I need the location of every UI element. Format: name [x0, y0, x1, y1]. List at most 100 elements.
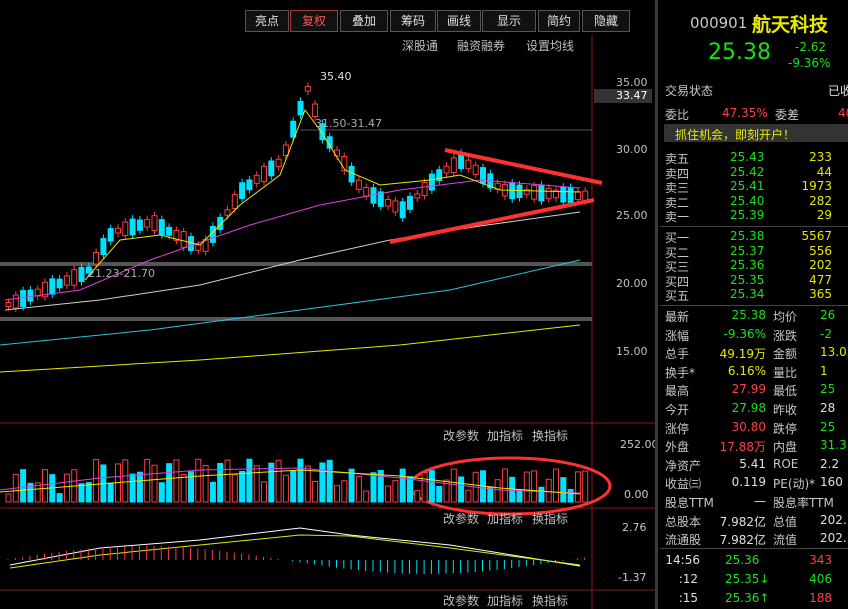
volume-bar — [348, 468, 355, 503]
promo[interactable]: 抓住机会，即刻开户！ — [675, 128, 796, 142]
indicator-tool[interactable]: 加指标 — [487, 429, 524, 443]
candle-body — [115, 227, 121, 234]
price-axis-label: 15.00 — [616, 345, 648, 358]
candle-body — [341, 156, 348, 172]
indicator-tool[interactable]: 改参数 — [443, 512, 480, 526]
order-price: 25.40 — [730, 193, 765, 208]
candle-body — [450, 157, 457, 173]
indicator-tool[interactable]: 加指标 — [487, 512, 524, 526]
toolbar-button[interactable]: 复权 — [290, 10, 338, 32]
order-label: 卖二 — [665, 195, 690, 210]
volume-bar — [407, 476, 413, 503]
tick-time: 14:56 — [665, 553, 700, 567]
stat-label: 内盘 — [773, 440, 798, 455]
order-price: 25.37 — [730, 243, 765, 258]
volume-bar — [85, 482, 92, 503]
candle-body — [136, 219, 143, 231]
candle-body — [253, 174, 260, 184]
candle-body — [63, 275, 70, 286]
volume-bar — [158, 482, 165, 503]
volume-bar — [334, 485, 340, 503]
volume-bar — [78, 483, 85, 503]
volume-bar — [370, 472, 377, 503]
volume-bar — [195, 458, 202, 503]
chart-link[interactable]: 深股通 — [402, 39, 439, 53]
tick-volume: 406 — [809, 572, 832, 586]
candle-body — [407, 195, 413, 210]
candle-body — [27, 289, 34, 302]
candle-body — [100, 238, 107, 256]
stat-label: 流通股 — [665, 533, 702, 548]
indicator-tool[interactable]: 换指标 — [532, 594, 569, 608]
order-label: 卖一 — [665, 210, 690, 225]
candle-body — [275, 158, 282, 168]
order-price: 25.42 — [730, 164, 765, 179]
candle-body — [107, 228, 114, 242]
volume-bar — [209, 481, 216, 503]
candle-body — [93, 251, 100, 265]
toolbar-button[interactable]: 筹码 — [390, 10, 436, 32]
volume-bar — [253, 465, 260, 503]
candle-body — [85, 266, 92, 274]
toolbar-button[interactable]: 隐藏 — [582, 10, 630, 32]
trend-line — [444, 148, 603, 185]
volume-bar — [560, 477, 567, 503]
volume-bar — [523, 471, 530, 503]
vol-ma — [0, 467, 581, 494]
indicator-tool[interactable]: 换指标 — [532, 429, 569, 443]
order-volume: 5567 — [801, 229, 832, 243]
macd-axis-label: -1.37 — [618, 571, 647, 584]
stat-label: 总值 — [773, 514, 798, 529]
candle-body — [414, 193, 421, 199]
stat-label: 最新 — [665, 310, 690, 324]
tick-volume: 188 — [809, 591, 832, 605]
stat-label: 涨跌 — [773, 328, 798, 343]
tick-price: 25.36 — [725, 553, 760, 567]
toolbar-button[interactable]: 简约 — [538, 10, 580, 32]
volume-bar — [501, 468, 508, 503]
stat-label: 收益㈢ — [665, 477, 702, 492]
stat-value: 160 — [820, 475, 843, 490]
chart-link[interactable]: 融资融券 — [457, 39, 506, 53]
volume-bar — [56, 493, 63, 503]
volume-bar — [34, 482, 41, 503]
volume-bar — [509, 476, 516, 503]
volume-bar — [326, 459, 333, 503]
volume-bar — [224, 459, 231, 503]
candle-body — [20, 290, 27, 308]
candle-body — [78, 266, 85, 283]
volume-bar — [27, 482, 34, 503]
volume-bar — [188, 471, 194, 503]
stat-label: 总手 — [665, 347, 690, 362]
stat-label: 涨停 — [665, 421, 690, 436]
range-band — [0, 262, 592, 266]
tick-time: :15 — [678, 591, 698, 605]
candle-body — [531, 185, 538, 200]
toolbar-button[interactable]: 画线 — [437, 10, 481, 32]
toolbar-button[interactable]: 叠加 — [340, 10, 388, 32]
indicator-tool[interactable]: 改参数 — [443, 429, 480, 443]
candle-body — [246, 179, 253, 191]
indicator-tool[interactable]: 换指标 — [532, 512, 569, 526]
chart-link[interactable]: 设置均线 — [526, 39, 575, 53]
indicator-tool[interactable]: 加指标 — [487, 594, 524, 608]
candle-body — [151, 215, 158, 232]
toolbar-button[interactable]: 显示 — [482, 10, 536, 32]
volume-bar — [107, 482, 114, 503]
candle-body — [385, 198, 392, 207]
volume-axis-label: 0.00 — [624, 488, 649, 501]
candle-body — [363, 187, 370, 197]
stock-code: 000901 — [690, 14, 748, 32]
price-change: -2.62 — [795, 40, 827, 54]
stat-value: 202. — [820, 531, 847, 546]
volume-bar — [290, 470, 297, 503]
toolbar-button[interactable]: 亮点 — [245, 10, 289, 32]
macd-dif — [9, 527, 581, 567]
stat-label: 均价 — [773, 310, 798, 324]
volume-bar — [275, 459, 282, 503]
indicator-tool[interactable]: 改参数 — [443, 594, 480, 608]
volume-bar — [538, 486, 545, 503]
stat-label: 最低 — [773, 384, 798, 399]
volume-bar — [180, 473, 187, 503]
stat-value: 31.3 — [820, 438, 847, 453]
